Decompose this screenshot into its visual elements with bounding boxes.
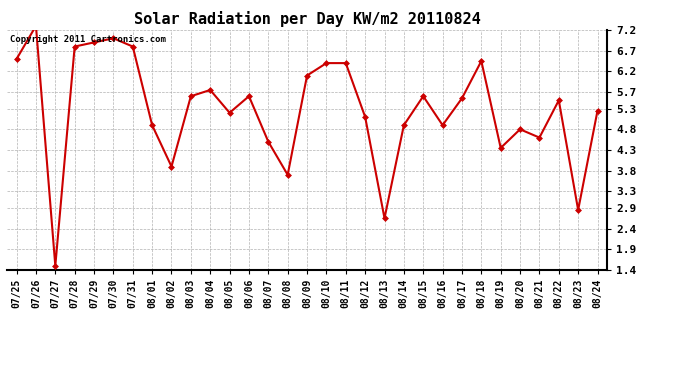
Title: Solar Radiation per Day KW/m2 20110824: Solar Radiation per Day KW/m2 20110824 [134, 12, 480, 27]
Text: Copyright 2011 Cartronics.com: Copyright 2011 Cartronics.com [10, 35, 166, 44]
